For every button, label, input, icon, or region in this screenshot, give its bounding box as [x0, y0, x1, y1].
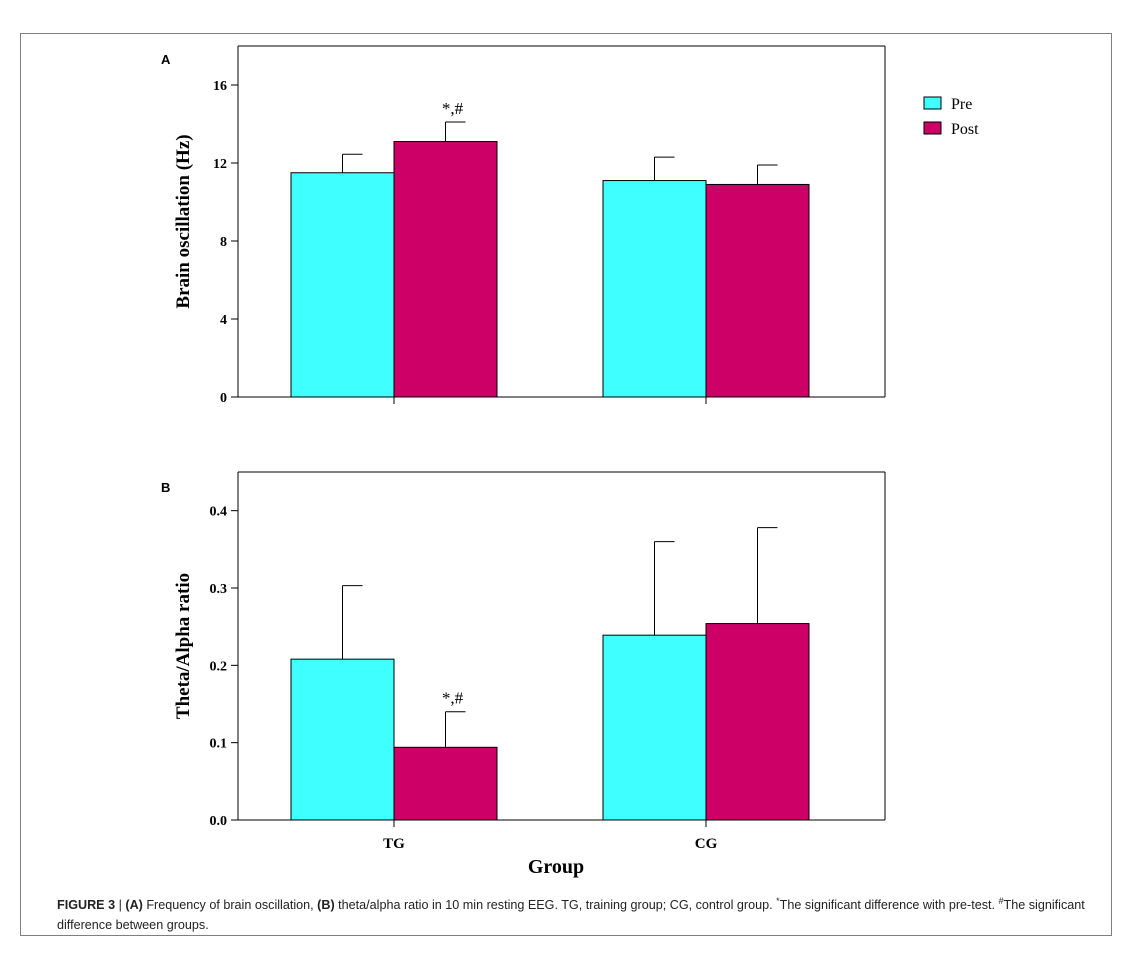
panel-label: A	[161, 52, 171, 67]
bar-post-tg	[393, 746, 498, 821]
y-tick-label: 0.3	[210, 582, 228, 597]
figure-caption: FIGURE 3 | (A) Frequency of brain oscill…	[57, 895, 1107, 935]
bar-post-cg	[705, 183, 810, 398]
y-tick-label: 0.2	[210, 659, 228, 674]
chart-panel-b: B 0.0 0.1 0.2 0.3 0.4 Theta/Alpha ratio TG CG Gro…	[161, 471, 886, 878]
significance-annotation: *,#	[442, 689, 464, 708]
y-axis-label: Brain oscillation (Hz)	[173, 134, 194, 308]
y-tick-label: 0.1	[210, 737, 228, 752]
caption-part-b-text: theta/alpha ratio in 10 min resting EEG.…	[334, 898, 777, 912]
legend-swatch-pre	[923, 96, 942, 110]
y-tick-label: 12	[213, 157, 227, 172]
panel-label: B	[161, 480, 170, 495]
bar-pre-tg	[290, 172, 395, 398]
chart-legend: Pre Post	[923, 96, 979, 138]
caption-separator: |	[115, 898, 126, 912]
caption-part-a-text: Frequency of brain oscillation,	[142, 898, 318, 912]
y-tick-label: 8	[220, 235, 227, 250]
y-axis-label: Theta/Alpha ratio	[173, 573, 194, 719]
bar-pre-cg	[602, 634, 707, 821]
chart-panel-a: A 0 4 8 12 16 Brain oscillation (Hz) *,#	[161, 45, 886, 406]
x-tick-label: TG	[383, 836, 405, 852]
y-tick-label: 0.0	[210, 814, 228, 829]
figure-charts: A 0 4 8 12 16 Brain oscillation (Hz) *,# B 0.0 0.1…	[161, 45, 979, 878]
caption-part-a-label: (A)	[125, 898, 143, 912]
legend-label-pre: Pre	[951, 96, 972, 113]
y-tick-label: 4	[220, 313, 227, 328]
figure-frame: A 0 4 8 12 16 Brain oscillation (Hz) *,# B 0.0 0.1…	[20, 33, 1112, 936]
bar-post-cg	[705, 623, 810, 821]
legend-swatch-post	[923, 121, 942, 135]
caption-hash-mark: #	[998, 895, 1004, 906]
y-tick-label: 16	[213, 79, 227, 94]
bar-post-tg	[393, 141, 498, 398]
caption-star-mark: *	[776, 895, 780, 906]
y-tick-label: 0.4	[210, 505, 228, 520]
caption-part-b-label: (B)	[317, 898, 335, 912]
caption-hash-text: The significant difference between group…	[57, 898, 1085, 932]
legend-label-post: Post	[951, 121, 979, 138]
bar-pre-tg	[290, 658, 395, 821]
x-axis-label: Group	[528, 856, 584, 878]
caption-figure-label: FIGURE 3	[57, 898, 116, 912]
y-tick-label: 0	[220, 391, 227, 406]
significance-annotation: *,#	[442, 99, 464, 118]
bar-pre-cg	[602, 180, 707, 398]
x-tick-label: CG	[695, 836, 718, 852]
caption-star-text: The significant difference with pre-test…	[779, 898, 999, 912]
